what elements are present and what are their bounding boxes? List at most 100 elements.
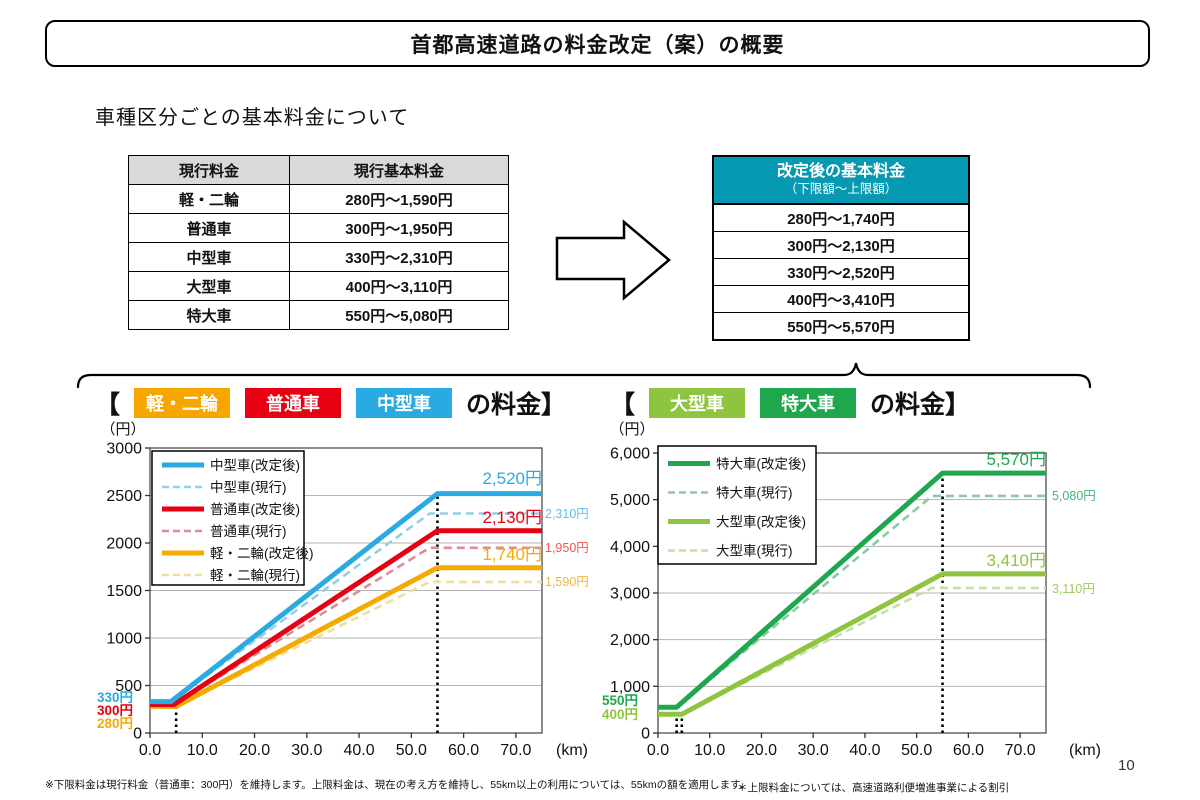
legend-entry-label: 中型車(現行) [210, 480, 287, 495]
y-tick-label: 6,000 [610, 446, 650, 463]
current-fare-row: 大型車 400円～3,110円 [128, 271, 509, 301]
revised-fare-row: 280円～1,740円 [712, 203, 970, 232]
section-label-large-vehicles: 【 大型車 特大車 の料金】 [610, 385, 970, 421]
y-tick-label: 0 [133, 726, 142, 743]
fare-range-cell: 280円～1,590円 [289, 184, 509, 214]
footnote-lower-limit: ※下限料金は現行料金（普通車：300円）を維持します。上限料金は、現在の考え方を… [45, 779, 751, 791]
x-tick-label: 30.0 [291, 742, 322, 759]
legend-entry-label: 普通車(改定後) [210, 502, 300, 517]
close-bracket-text: の料金】 [870, 391, 971, 419]
footnote-upper-limit: ＊上限料金については、高速道路利便増進事業による割引 [737, 782, 1010, 794]
grouping-brace [76, 362, 1092, 389]
legend-entry-label: 中型車(改定後) [210, 458, 300, 473]
revised-fare-range-cell: 330円～2,520円 [712, 258, 970, 286]
fare-range-cell: 550円～5,080円 [289, 300, 509, 330]
x-tick-label: 20.0 [746, 742, 777, 759]
revised-fare-range-cell: 300円～2,130円 [712, 231, 970, 259]
legend-entry-label: 軽・二輪(改定後) [210, 545, 314, 561]
start-fare-label: 280円 [97, 716, 133, 731]
y-axis-unit-label: （円） [100, 421, 145, 438]
x-axis-unit-label: (km) [556, 742, 588, 759]
x-tick-label: 60.0 [953, 742, 984, 759]
current-fare-row: 中型車 330円～2,310円 [128, 242, 509, 272]
current-fare-row: 特大車 550円～5,080円 [128, 300, 509, 330]
slide-title-banner: 首都高速道路の料金改定（案）の概要 [45, 20, 1150, 67]
fare-annotation: 1,590円 [545, 575, 589, 589]
revised-fare-range-cell: 550円～5,570円 [712, 312, 970, 341]
fare-series-line [150, 528, 542, 707]
vehicle-chips: 大型車 特大車 [649, 388, 857, 418]
vehicle-class-chip: 軽・二輪 [134, 388, 231, 418]
revised-fare-col-header: 改定後の基本料金 （下限額～上限額） [712, 155, 970, 205]
x-tick-label: 40.0 [849, 742, 880, 759]
x-axis-unit-label: (km) [1069, 742, 1101, 759]
standard-vehicle-fare-chart: 0 500 1000 1500 2000 2500 3000 0.0 10.0 20.0 30.0 4… [97, 421, 589, 759]
open-bracket: 【 [95, 391, 121, 419]
fare-range-cell: 330円～2,310円 [289, 242, 509, 272]
revised-fare-row: 550円～5,570円 [712, 312, 970, 341]
current-fare-row: 軽・二輪 280円～1,590円 [128, 184, 509, 214]
open-bracket: 【 [610, 391, 636, 419]
large-vehicle-fare-chart: 0 1,000 2,000 3,000 4,000 5,000 6,000 0.0 10.0 20… [602, 421, 1101, 759]
x-tick-label: 0.0 [647, 742, 669, 759]
vehicle-category-cell: 大型車 [128, 271, 290, 301]
fare-annotation: 2,310円 [545, 507, 589, 521]
current-fare-table-header-row: 現行料金 現行基本料金 [128, 155, 509, 185]
revised-fare-row: 330円～2,520円 [712, 258, 970, 286]
x-tick-label: 70.0 [1005, 742, 1036, 759]
revised-fare-table-header-row: 改定後の基本料金 （下限額～上限額） [712, 155, 970, 205]
section-heading: 車種区分ごとの基本料金について [95, 107, 410, 129]
x-tick-label: 60.0 [448, 742, 479, 759]
y-tick-label: 1,000 [610, 679, 650, 696]
y-tick-label: 500 [115, 678, 142, 695]
y-tick-label: 3,000 [610, 586, 650, 603]
legend-entry-label: 普通車(現行) [210, 524, 287, 539]
fare-annotation: 5,080円 [1052, 489, 1096, 503]
fare-range-cell: 300円～1,950円 [289, 213, 509, 243]
right-block-arrow-icon [555, 219, 671, 301]
legend-entry-label: 大型車(現行) [716, 544, 793, 559]
section-label-small-vehicles: 【 軽・二輪 普通車 中型車 の料金】 [95, 385, 566, 421]
revised-fare-header-subtitle: （下限額～上限額） [784, 182, 898, 197]
y-tick-label: 0 [641, 726, 650, 743]
fare-annotation: 5,570円 [986, 450, 1046, 469]
fare-annotation: 3,410円 [986, 551, 1046, 570]
x-tick-label: 10.0 [187, 742, 218, 759]
revised-fare-range-cell: 280円～1,740円 [712, 203, 970, 232]
vehicle-class-chip: 特大車 [760, 388, 857, 418]
y-tick-label: 3000 [106, 441, 142, 458]
fare-annotation: 2,520円 [482, 469, 542, 488]
fare-series-line [150, 491, 542, 705]
x-tick-label: 70.0 [500, 742, 531, 759]
start-fare-label: 400円 [602, 707, 638, 722]
vehicle-class-chip: 普通車 [245, 388, 342, 418]
close-bracket-text: の料金】 [466, 391, 567, 419]
x-tick-label: 0.0 [139, 742, 161, 759]
fare-annotation: 3,110円 [1052, 582, 1095, 596]
x-tick-label: 40.0 [343, 742, 374, 759]
x-tick-label: 30.0 [798, 742, 829, 759]
y-tick-label: 1500 [106, 583, 142, 600]
revised-fare-row: 400円～3,410円 [712, 285, 970, 313]
fare-annotation: 1,950円 [545, 541, 589, 555]
y-tick-label: 2500 [106, 488, 142, 505]
x-tick-label: 50.0 [901, 742, 932, 759]
y-tick-label: 4,000 [610, 539, 650, 556]
fare-annotation: 1,740円 [482, 545, 542, 564]
revised-fare-row: 300円～2,130円 [712, 231, 970, 259]
x-tick-label: 20.0 [239, 742, 270, 759]
start-fare-label: 550円 [602, 693, 638, 708]
start-fare-label: 330円 [97, 690, 133, 705]
page-number: 10 [1118, 757, 1135, 774]
fare-range-cell: 400円～3,110円 [289, 271, 509, 301]
revised-fare-range-cell: 400円～3,410円 [712, 285, 970, 313]
x-tick-label: 10.0 [694, 742, 725, 759]
vehicle-category-cell: 中型車 [128, 242, 290, 272]
fare-series-line [150, 512, 542, 703]
vehicle-chips: 軽・二輪 普通車 中型車 [134, 388, 453, 418]
current-fare-col-header: 現行料金 [128, 155, 290, 185]
y-tick-label: 2,000 [610, 632, 650, 649]
y-axis-unit-label: （円） [609, 421, 654, 438]
revised-fare-table: 改定後の基本料金 （下限額～上限額） 280円～1,740円 300円～2,130… [712, 155, 970, 341]
fare-series-line [658, 494, 1046, 709]
